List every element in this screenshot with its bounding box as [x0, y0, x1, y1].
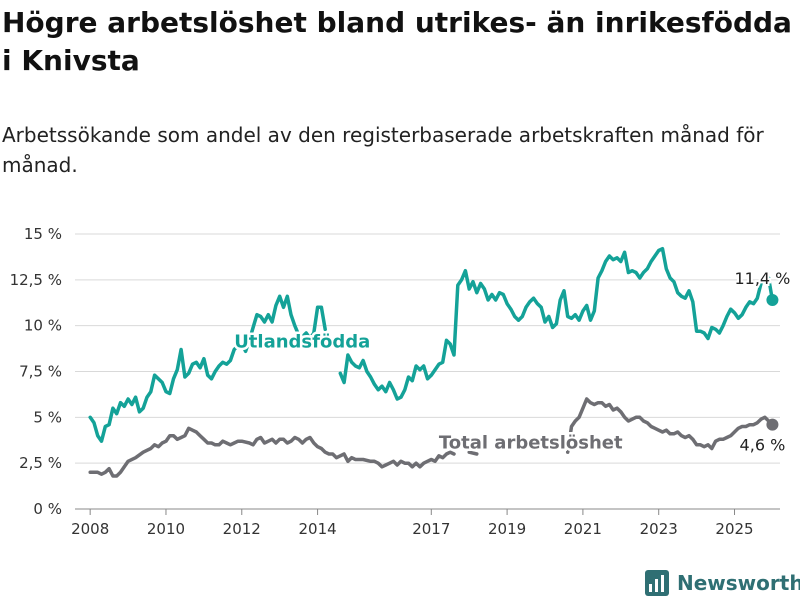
series-label-utlandsfodda: Utlandsfödda: [234, 332, 370, 353]
y-tick-label: 2,5 %: [19, 454, 62, 472]
bar-chart-logo-icon: [645, 570, 669, 596]
end-point-total: [766, 418, 779, 431]
x-tick-label: 2012: [223, 520, 261, 538]
end-value-label-utlandsfodda: 11,4 %: [734, 269, 790, 288]
line-chart: 0 %2,5 %5 %7,5 %10 %12,5 %15 % 2008 2010 2…: [10, 225, 793, 538]
y-tick-label: 0 %: [33, 500, 62, 518]
series-labels: Utlandsfödda 11,4 % Total arbetslöshet 4,6 …: [232, 267, 793, 457]
end-point-utlandsfodda: [766, 294, 779, 306]
series-line-total: [467, 450, 479, 456]
x-tick-label: 2025: [715, 520, 753, 538]
series-label-total: Total arbetslöshet: [439, 433, 623, 454]
x-tick-label: 2021: [564, 520, 602, 538]
series-line-utlandsfodda: [88, 294, 327, 443]
series-line-total: [565, 397, 775, 454]
y-tick-label: 5 %: [33, 408, 62, 426]
chart-subtitle: Arbetssökande som andel av den registerb…: [2, 123, 764, 177]
x-tick-label: 2019: [488, 520, 526, 538]
x-tick-label: 2014: [298, 520, 336, 538]
x-tick-label: 2017: [412, 520, 450, 538]
series-line-utlandsfodda: [338, 246, 763, 401]
series-lines: [88, 246, 779, 478]
y-tick-label: 12,5 %: [10, 271, 62, 289]
x-tick-label: 2023: [640, 520, 678, 538]
x-axis: 2008 2010 2012 2014 2017 2019 2021 2023 2025: [71, 509, 754, 538]
series-line-total: [88, 426, 456, 478]
brand-logo: Newsworthy: [645, 568, 800, 598]
x-tick-label: 2010: [147, 520, 185, 538]
y-axis: 0 % 2,5 % 5 % 7,5 % 10 % 12,5 % 15 %: [10, 225, 62, 518]
chart-title: Högre arbetslöshet bland utrikes- än inr…: [2, 6, 792, 77]
end-value-label-total: 4,6 %: [740, 436, 786, 455]
y-tick-label: 7,5 %: [19, 363, 62, 381]
y-tick-label: 15 %: [24, 225, 62, 243]
y-tick-label: 10 %: [24, 317, 62, 335]
brand-name: Newsworthy: [677, 571, 800, 595]
grid-lines: [75, 233, 780, 510]
x-tick-label: 2008: [71, 520, 109, 538]
